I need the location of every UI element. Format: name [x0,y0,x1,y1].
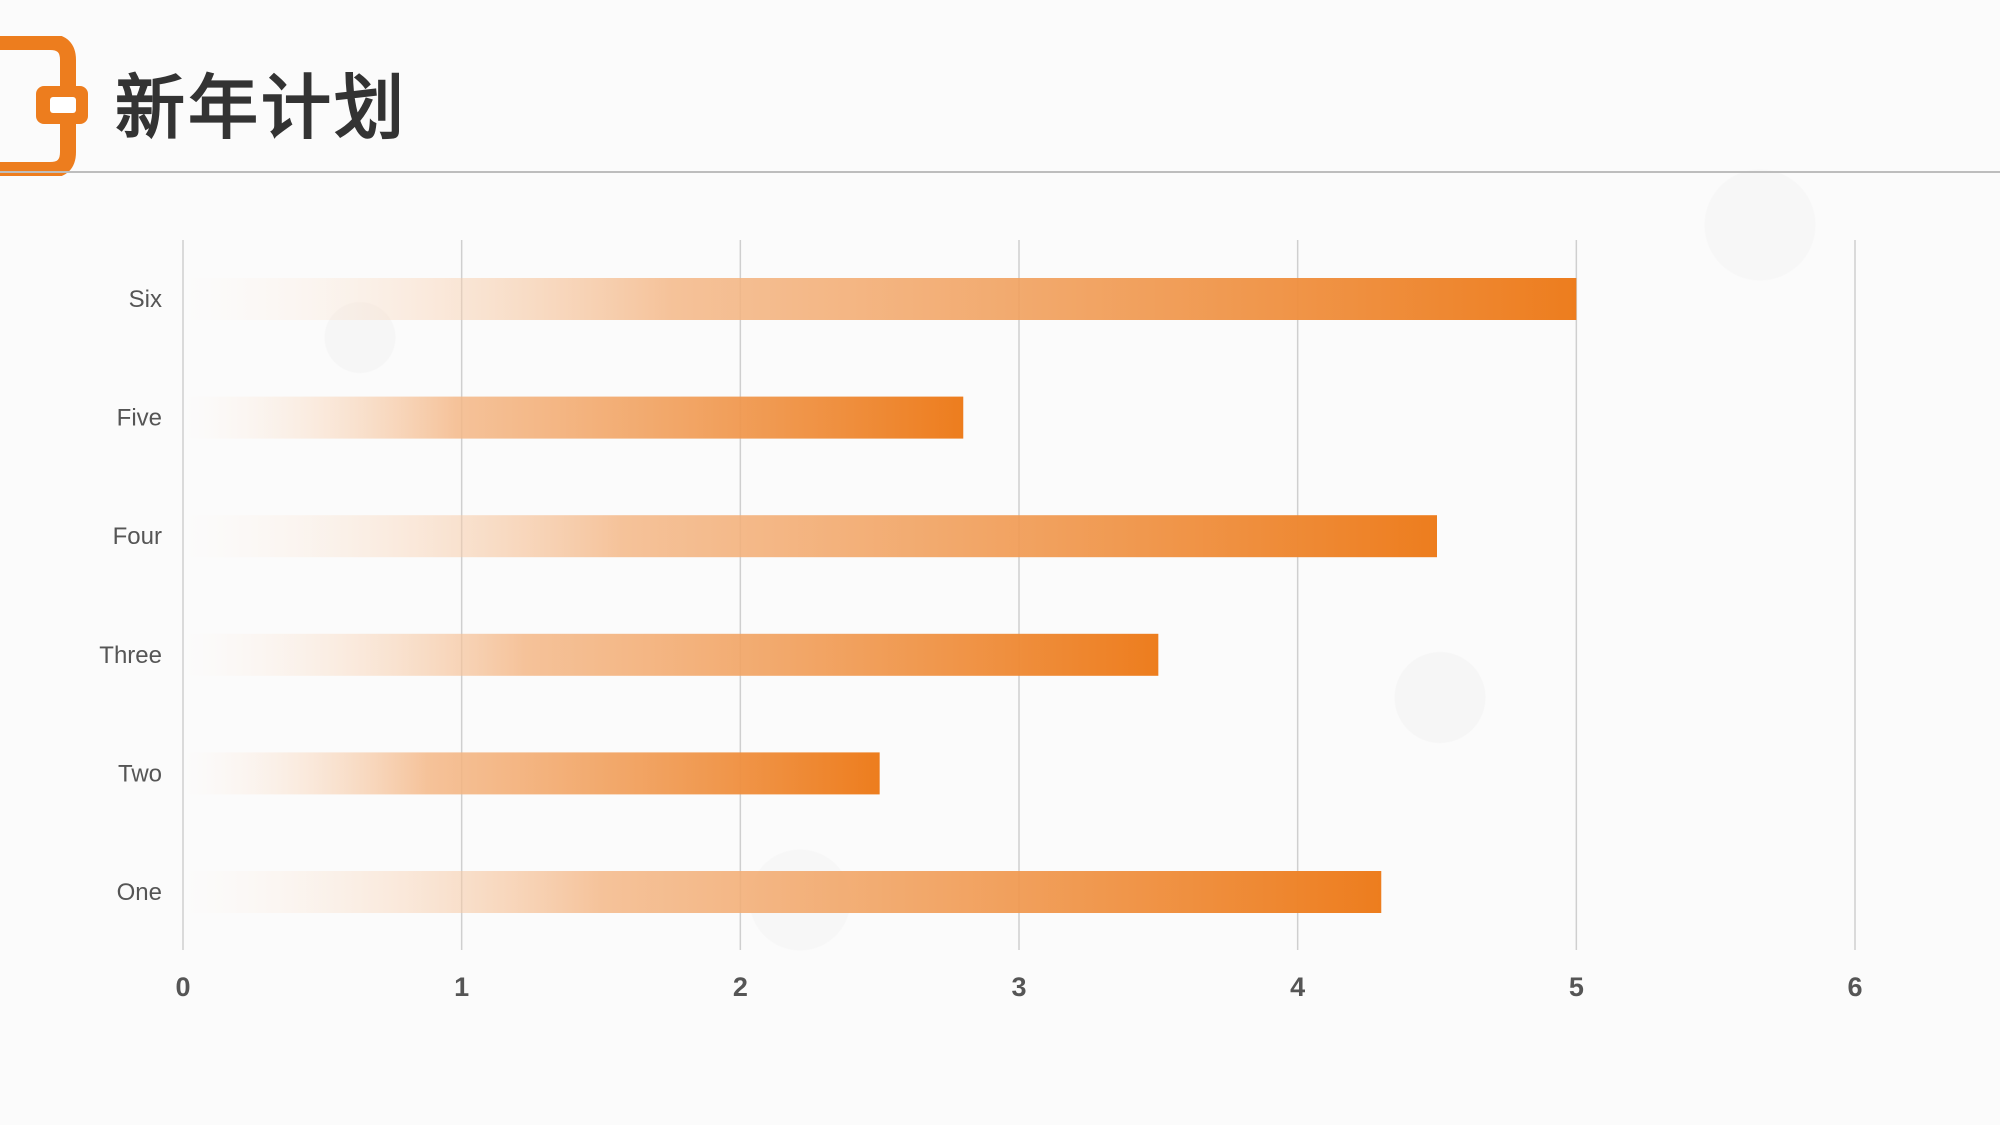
x-tick-label: 2 [733,972,748,1002]
bar-five [184,396,964,439]
bar-four [184,515,1437,558]
x-tick-label: 3 [1011,972,1026,1002]
bars [184,278,1577,913]
x-tick-labels: 0 1 2 3 4 5 6 [175,972,1862,1002]
x-tick-label: 6 [1847,972,1862,1002]
category-label-three: Three [99,642,162,669]
bar-six [184,278,1577,320]
title-logo-icon [0,36,88,176]
bar-two [184,752,880,795]
page-title: 新年计划 [115,67,407,149]
category-label-five: Five [117,405,162,432]
x-tick-label: 1 [454,972,469,1002]
category-label-six: Six [129,286,162,313]
category-label-two: Two [118,760,162,787]
x-tick-label: 5 [1569,972,1584,1002]
title-divider [0,171,2000,173]
gridlines [182,240,1856,950]
bar-one [184,871,1382,913]
bar-three [184,633,1159,676]
category-label-one: One [117,879,162,906]
x-tick-label: 4 [1290,972,1305,1002]
category-labels: One Two Three Four Five Six [99,286,162,906]
x-tick-label: 0 [175,972,190,1002]
category-label-four: Four [113,523,162,550]
